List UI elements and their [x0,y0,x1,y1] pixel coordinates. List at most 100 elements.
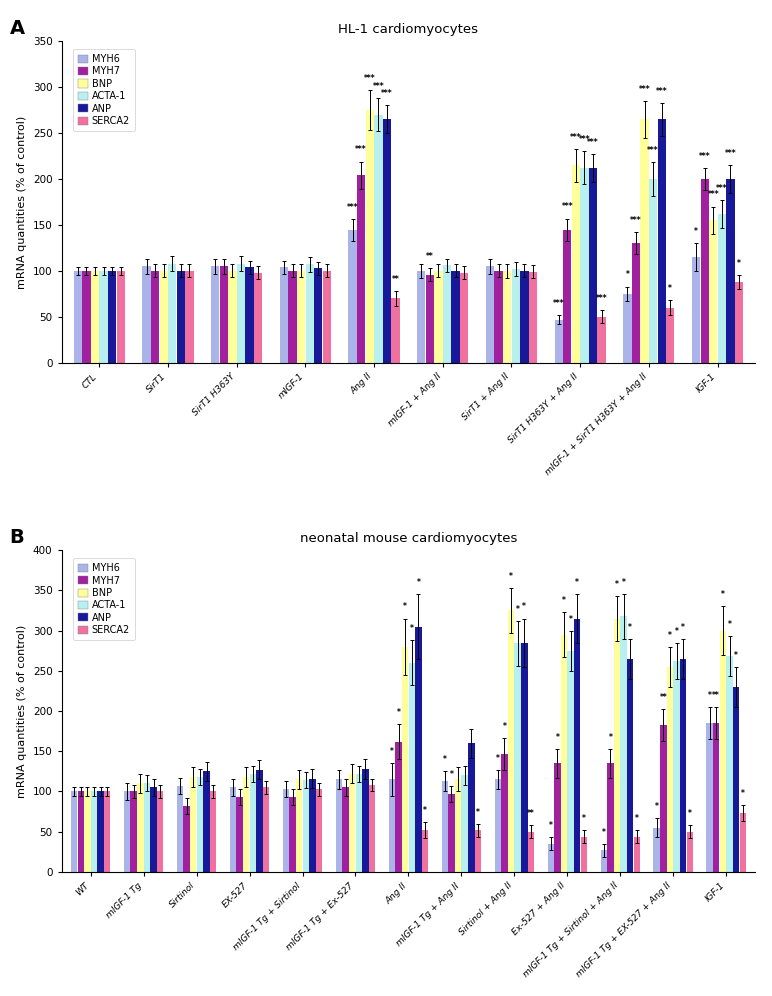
Bar [601,851,607,872]
Legend: MYH6, MYH7, BNP, ACTA-1, ANP, SERCA2: MYH6, MYH7, BNP, ACTA-1, ANP, SERCA2 [73,49,135,131]
Bar [614,619,620,872]
Text: *: * [608,733,612,742]
Bar [108,271,117,363]
Bar [124,792,130,872]
Bar [245,267,254,363]
Text: ***: *** [579,135,591,144]
Bar [660,725,666,872]
Bar [455,780,462,872]
Text: *: * [516,605,520,614]
Text: *: * [694,227,698,236]
Bar [203,771,210,872]
Text: *: * [397,708,401,717]
Bar [581,837,587,872]
Text: ***: *** [638,85,650,94]
Bar [495,780,501,872]
Text: ***: *** [648,146,659,155]
Text: ***: *** [381,90,393,99]
Bar [243,777,249,872]
Bar [374,115,383,363]
Bar [366,110,374,363]
Bar [560,634,567,872]
Text: *: * [449,770,453,779]
Bar [237,264,245,363]
Text: *: * [621,578,625,587]
Bar [486,266,494,363]
Text: *: * [681,622,685,631]
Bar [230,788,236,872]
Bar [452,271,460,363]
Bar [263,788,269,872]
Bar [160,271,168,363]
Text: *: * [655,802,659,811]
Bar [91,792,97,872]
Text: *: * [403,603,407,612]
Bar [303,780,309,872]
Bar [733,687,740,872]
Bar [157,792,164,872]
Bar [503,271,511,363]
Bar [415,626,422,872]
Bar [137,784,144,872]
Bar [177,271,185,363]
Bar [521,642,527,872]
Bar [211,266,219,363]
Bar [443,265,452,363]
Text: *: * [562,596,566,605]
Bar [554,763,560,872]
Text: ***: *** [553,299,564,308]
Text: **: ** [391,275,399,284]
Bar [383,120,391,363]
Bar [357,175,365,363]
Text: *: * [423,806,427,815]
Bar [142,266,151,363]
Title: neonatal mouse cardiomyocytes: neonatal mouse cardiomyocytes [300,532,517,545]
Bar [735,282,743,363]
Text: *: * [443,755,447,764]
Text: ***: *** [570,132,581,141]
Bar [336,780,342,872]
Bar [692,257,700,363]
Bar [130,792,137,872]
Bar [589,168,598,363]
Text: *: * [625,271,629,280]
Text: ***: *** [587,138,599,147]
Text: *: * [496,754,499,763]
Bar [574,619,581,872]
Text: ***: *** [716,184,728,193]
Bar [686,832,693,872]
Bar [528,832,534,872]
Text: ***: *** [355,145,367,154]
Bar [229,271,236,363]
Bar [475,830,481,872]
Bar [151,788,157,872]
Bar [567,650,574,872]
Text: *: * [569,615,573,623]
Bar [631,243,640,363]
Bar [349,774,355,872]
Bar [417,271,425,363]
Y-axis label: mRNA quantities (% of control): mRNA quantities (% of control) [17,624,27,798]
Bar [283,789,290,872]
Bar [342,788,349,872]
Bar [494,271,503,363]
Bar [425,275,434,363]
Bar [512,269,520,363]
Bar [673,661,680,872]
Text: **: ** [426,252,434,261]
Text: *: * [721,591,725,600]
Text: *: * [615,580,619,589]
Text: *: * [390,747,394,756]
Bar [726,656,733,872]
Bar [249,774,256,872]
Text: ***: *** [373,82,384,91]
Text: *: * [509,572,513,581]
Bar [508,611,514,872]
Bar [100,271,108,363]
Bar [369,785,375,872]
Bar [91,271,99,363]
Text: ***: *** [347,203,358,212]
Text: *: * [416,579,420,588]
Text: *: * [727,621,731,629]
Bar [706,723,713,872]
